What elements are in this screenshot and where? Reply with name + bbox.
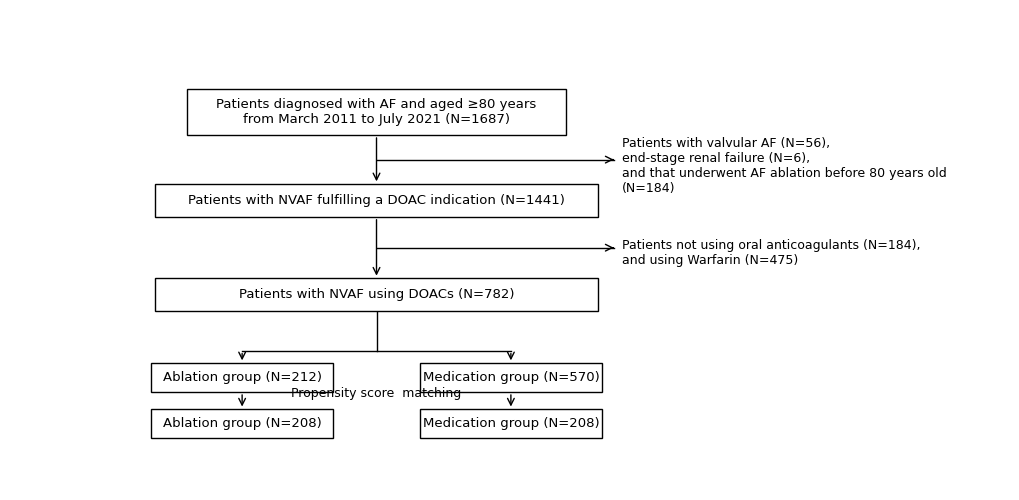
Text: Ablation group (N=212): Ablation group (N=212): [162, 371, 321, 384]
Text: Patients not using oral anticoagulants (N=184),
and using Warfarin (N=475): Patients not using oral anticoagulants (…: [621, 239, 919, 267]
FancyBboxPatch shape: [155, 278, 597, 311]
Text: Propensity score  matching: Propensity score matching: [291, 386, 462, 400]
FancyBboxPatch shape: [155, 184, 597, 217]
Text: Patients with NVAF using DOACs (N=782): Patients with NVAF using DOACs (N=782): [238, 288, 514, 302]
Text: Medication group (N=208): Medication group (N=208): [422, 418, 598, 430]
Text: Patients with NVAF fulfilling a DOAC indication (N=1441): Patients with NVAF fulfilling a DOAC ind…: [187, 194, 565, 207]
FancyBboxPatch shape: [420, 363, 601, 392]
Text: Medication group (N=570): Medication group (N=570): [422, 371, 599, 384]
Text: Patients diagnosed with AF and aged ≥80 years
from March 2011 to July 2021 (N=16: Patients diagnosed with AF and aged ≥80 …: [216, 98, 536, 126]
FancyBboxPatch shape: [151, 363, 333, 392]
FancyBboxPatch shape: [186, 89, 566, 135]
FancyBboxPatch shape: [420, 410, 601, 438]
Text: Patients with valvular AF (N=56),
end-stage renal failure (N=6),
and that underw: Patients with valvular AF (N=56), end-st…: [621, 137, 946, 195]
FancyBboxPatch shape: [151, 410, 333, 438]
Text: Ablation group (N=208): Ablation group (N=208): [163, 418, 321, 430]
